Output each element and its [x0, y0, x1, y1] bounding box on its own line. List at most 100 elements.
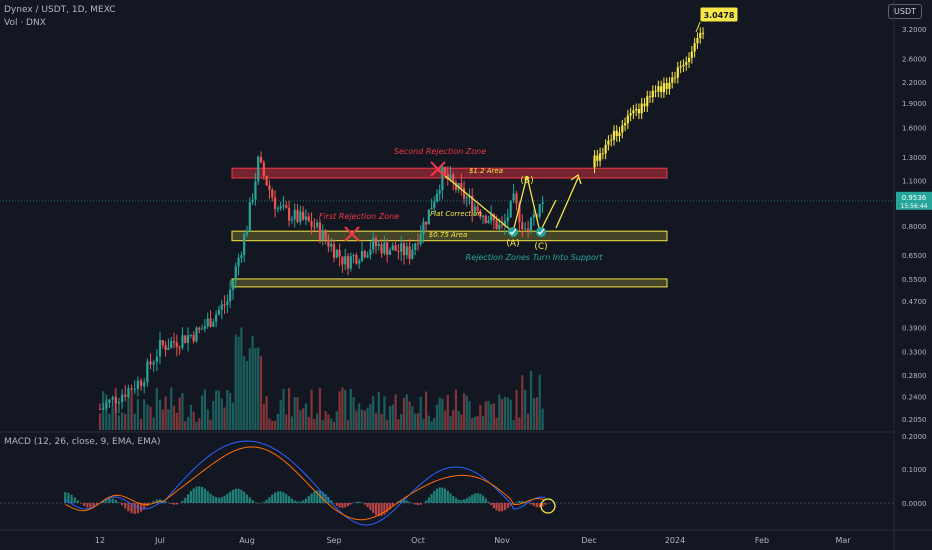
candle — [279, 206, 282, 209]
candle — [254, 181, 257, 200]
macd-histogram-bar — [268, 497, 271, 503]
volume-bar — [318, 387, 322, 430]
candle — [271, 189, 274, 198]
projection-candle — [679, 66, 682, 68]
macd-histogram-bar — [529, 503, 533, 505]
volume-bar — [460, 414, 463, 430]
volume-bar — [330, 418, 333, 430]
candle — [506, 217, 509, 222]
volume-bar — [209, 419, 212, 430]
macd-histogram-bar — [200, 487, 204, 503]
volume-bar — [484, 401, 487, 430]
candle — [363, 251, 366, 258]
volume-bar — [200, 395, 204, 430]
candle — [462, 187, 466, 199]
candle — [285, 205, 288, 208]
macd-histogram-bar — [195, 486, 198, 503]
volume-bar — [383, 396, 386, 430]
second-rejection-label: Second Rejection Zone — [394, 147, 486, 156]
volume-bar — [231, 402, 235, 430]
macd-histogram-bar — [254, 502, 257, 503]
projection-candle — [640, 103, 643, 114]
price-tick: 0.5500 — [902, 276, 927, 284]
support-note-label: Rejection Zones Turn Into Support — [466, 253, 604, 262]
volume-bar — [397, 419, 400, 430]
macd-histogram-bar — [212, 495, 215, 503]
volume-bar — [512, 419, 515, 430]
projection-candle — [662, 83, 666, 93]
macd-histogram-bar — [172, 503, 176, 505]
candle — [248, 202, 251, 231]
volume-bar — [490, 404, 493, 430]
projection-candle — [696, 38, 699, 44]
volume-bar — [271, 420, 274, 430]
macd-histogram-bar — [377, 503, 380, 517]
candle — [402, 243, 406, 256]
macd-histogram-bar — [64, 492, 67, 503]
macd-histogram-bar — [92, 503, 95, 507]
candle — [307, 216, 310, 222]
macd-histogram-bar — [408, 501, 411, 503]
candle — [471, 195, 474, 212]
rejection-cross-first — [344, 226, 360, 242]
volume-bar — [419, 396, 422, 430]
macd-histogram-bar — [391, 503, 394, 507]
candle — [111, 397, 114, 400]
candle — [460, 183, 463, 188]
candle — [237, 258, 240, 267]
macd-histogram-bar — [330, 500, 333, 503]
price-tick: 1.1000 — [902, 178, 927, 186]
volume-bar — [411, 406, 414, 430]
volume-bar — [529, 370, 533, 430]
candle — [223, 304, 226, 306]
projection-candle — [654, 90, 657, 92]
volume-bar — [402, 397, 406, 430]
candle — [98, 408, 102, 410]
volume-bar — [172, 405, 176, 430]
candle — [503, 221, 506, 226]
candle — [324, 230, 327, 240]
macd-histogram-bar — [313, 491, 316, 503]
candle — [304, 216, 308, 220]
macd-histogram-bar — [518, 501, 521, 503]
price-tick: 1.6000 — [902, 124, 927, 132]
currency-button[interactable]: USDT — [888, 4, 922, 19]
volume-bar — [506, 397, 509, 430]
macd-histogram-bar — [203, 488, 207, 503]
macd-histogram-bar — [240, 489, 243, 503]
candle — [327, 239, 330, 247]
macd-histogram-bar — [226, 493, 229, 503]
macd-histogram-bar — [95, 503, 98, 506]
macd-histogram-bar — [302, 500, 305, 503]
volume-bar — [341, 387, 344, 430]
candle — [149, 361, 152, 365]
projection-candle — [596, 155, 599, 161]
projection-candle — [643, 103, 646, 107]
projection-candle — [598, 153, 602, 161]
projection-candle — [687, 57, 691, 63]
volume-bar — [287, 388, 291, 430]
candle — [425, 221, 428, 225]
volume-bar — [414, 413, 417, 430]
volume-bar — [479, 404, 482, 430]
support-check-mark — [537, 228, 545, 236]
volume-bar — [338, 391, 341, 430]
candle — [541, 202, 544, 205]
macd-histogram-bar — [70, 494, 73, 503]
candle — [366, 254, 369, 258]
macd-histogram-bar — [341, 503, 344, 508]
candle — [290, 219, 294, 221]
wave-path — [437, 169, 557, 234]
volume-bar — [133, 413, 136, 430]
candle — [257, 156, 260, 182]
candle — [344, 256, 347, 265]
price-tick: 1.3000 — [902, 154, 927, 162]
macd-histogram-bar — [67, 492, 70, 503]
candle — [245, 230, 249, 234]
volume-bar — [352, 397, 355, 430]
volume-bar — [487, 400, 490, 430]
macd-histogram-bar — [181, 500, 184, 503]
volume-bar — [299, 410, 302, 430]
macd-histogram-bar — [296, 501, 299, 503]
